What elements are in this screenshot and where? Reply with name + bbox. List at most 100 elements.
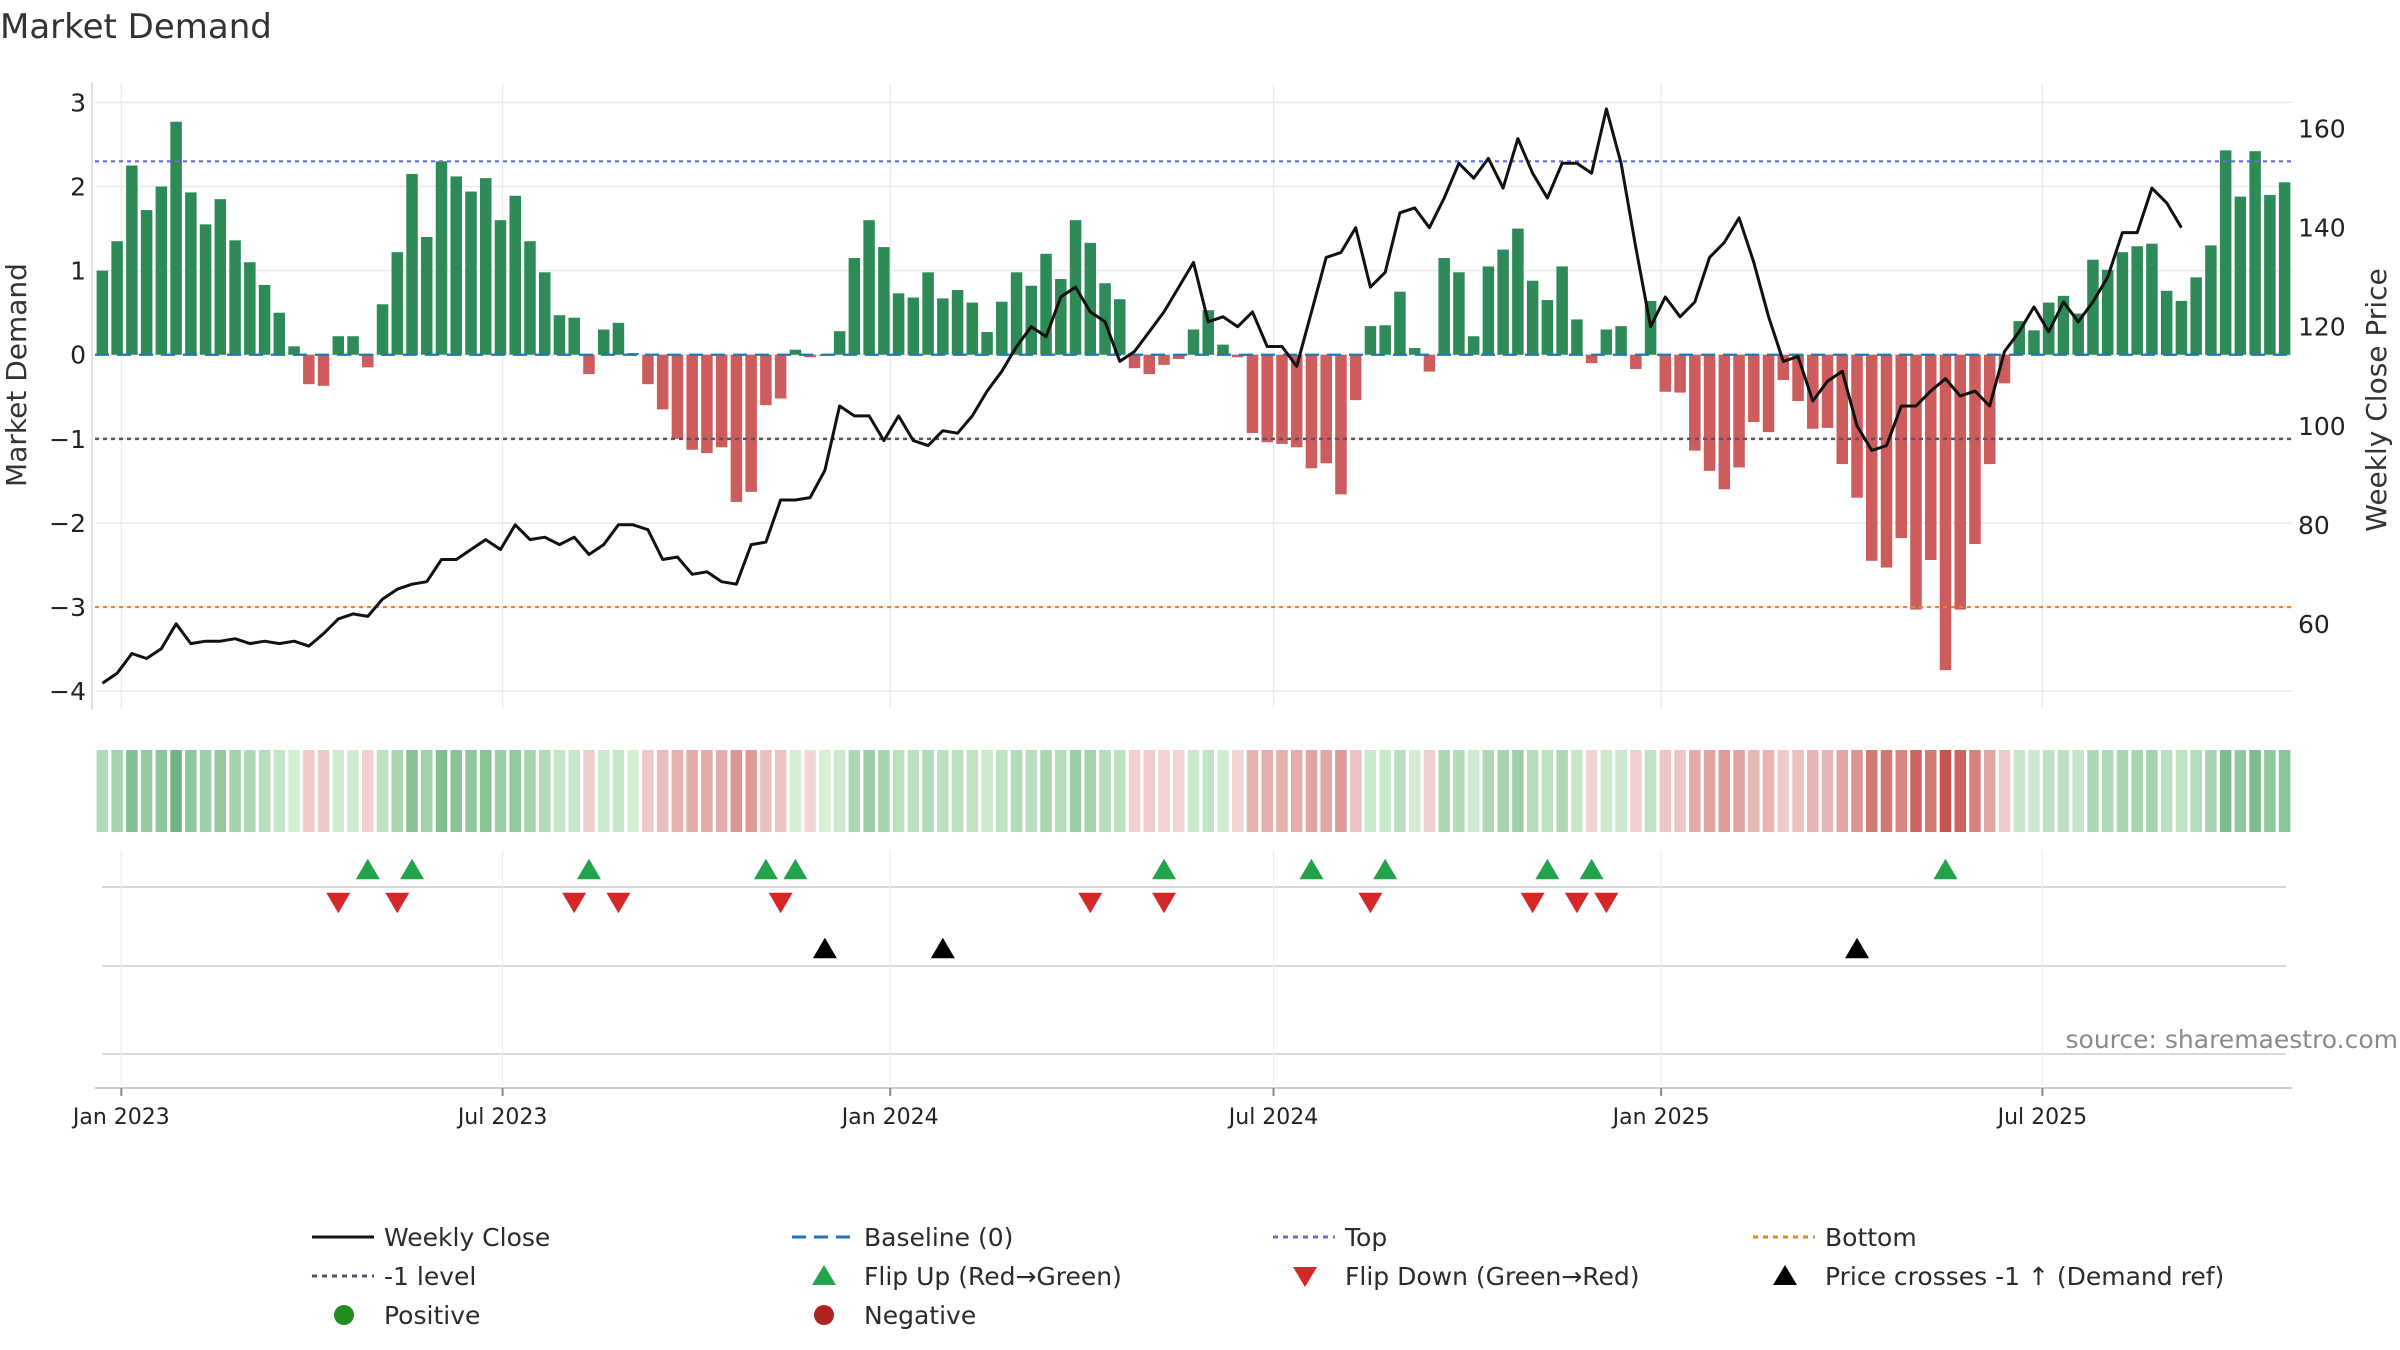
heat-cell: [2101, 750, 2114, 832]
heat-cell: [1615, 750, 1627, 832]
demand-bar: [671, 354, 684, 439]
heat-cell: [833, 750, 846, 832]
demand-bar: [1453, 272, 1465, 355]
heat-cell: [2072, 750, 2084, 832]
heat-cell: [819, 750, 831, 832]
demand-bar: [922, 272, 934, 355]
heat-cell: [1261, 750, 1273, 832]
heat-cell: [96, 750, 109, 832]
demand-bar: [1762, 354, 1775, 433]
demand-bar: [1394, 291, 1406, 355]
heat-cell: [1099, 750, 1111, 832]
price-line-group: [101, 107, 2183, 685]
heat-cell: [715, 750, 728, 832]
heat-cell: [1689, 750, 1701, 832]
demand-bar: [642, 354, 654, 385]
demand-bar: [1423, 354, 1436, 372]
demand-bar: [258, 284, 271, 355]
legend-key-price-cross: [1773, 1265, 1797, 1285]
heat-cell: [568, 750, 580, 832]
heat-cell: [981, 750, 993, 832]
flip-down-marker: [385, 892, 410, 914]
demand-bar: [1025, 285, 1038, 355]
heat-cell: [1954, 750, 1966, 832]
demand-bar: [951, 289, 964, 355]
demand-bar: [1998, 354, 2011, 384]
demand-bar: [406, 173, 418, 355]
y-tick-label: −3: [49, 593, 86, 622]
demand-bar: [1055, 279, 1067, 355]
y-tick-label: 1: [70, 257, 86, 286]
heat-cell: [2042, 750, 2055, 832]
heat-cell: [1821, 750, 1834, 832]
demand-bar: [347, 336, 359, 355]
heat-cell: [1630, 750, 1642, 832]
heat-cell: [789, 750, 802, 832]
heat-cell: [2057, 750, 2070, 832]
demand-bar: [2249, 151, 2261, 355]
demand-bar: [1983, 354, 1996, 465]
flip-up-marker: [1152, 858, 1177, 880]
heat-cell: [1069, 750, 1082, 832]
heat-cell: [1128, 750, 1141, 832]
heat-cell: [1364, 750, 1377, 832]
demand-bar: [2013, 321, 2025, 355]
demand-bar: [1084, 242, 1097, 355]
heat-cell: [362, 750, 374, 832]
demand-bar: [538, 272, 551, 355]
heat-cell: [951, 750, 964, 832]
source-label: source: sharemaestro.com: [2066, 1025, 2399, 1054]
demand-bar: [435, 161, 448, 355]
demand-bar: [1187, 329, 1200, 355]
heat-cell: [317, 750, 330, 832]
heat-cell: [1600, 750, 1613, 832]
demand-bar: [1512, 228, 1524, 355]
y2-tick-label: 120: [2298, 313, 2346, 342]
legend: Weekly Close Baseline (0) Top Bottom -1 leve…: [312, 1223, 2224, 1330]
heat-cell: [435, 750, 448, 832]
demand-bar: [1467, 336, 1480, 355]
y2-axis-label: Weekly Close Price: [2360, 268, 2393, 531]
demand-bar: [2057, 295, 2070, 355]
heat-cell: [1394, 750, 1406, 832]
heat-cell: [1939, 750, 1952, 832]
demand-bar: [553, 315, 566, 355]
x-tick-label: Jan 2024: [840, 1105, 939, 1130]
heat-cell: [1851, 750, 1863, 832]
heat-cell: [1276, 750, 1288, 832]
demand-bar: [1924, 354, 1937, 560]
heat-cell: [2116, 750, 2129, 832]
legend-label: Top: [1344, 1223, 1387, 1252]
heat-cell: [1674, 750, 1686, 832]
demand-bar: [1290, 354, 1303, 448]
demand-bar: [568, 317, 580, 355]
heat-cell: [2264, 750, 2276, 832]
heat-cell: [288, 750, 300, 832]
demand-bar: [2278, 182, 2291, 355]
heat-cell: [1556, 750, 1568, 832]
heat-cell: [376, 750, 389, 832]
heat-cell: [937, 750, 949, 832]
demand-bar: [907, 297, 920, 355]
demand-bar: [1438, 258, 1450, 355]
demand-bar: [1792, 354, 1804, 401]
demand-bar: [2205, 245, 2217, 355]
demand-bar: [715, 354, 728, 448]
heat-cell: [1836, 750, 1849, 832]
heat-cell: [966, 750, 979, 832]
x-tick-label: Jul 2024: [1227, 1105, 1319, 1130]
y2-tick-label: 60: [2298, 610, 2330, 639]
heat-cell: [878, 750, 890, 832]
heat-cell: [155, 750, 168, 832]
demand-bar: [656, 354, 669, 410]
legend-label: Bottom: [1825, 1223, 1917, 1252]
heat-cell: [612, 750, 625, 832]
demand-bar: [1128, 354, 1141, 369]
demand-bar: [376, 304, 389, 355]
heat-cell: [1158, 750, 1170, 832]
heat-cell: [479, 750, 492, 832]
heat-cell: [686, 750, 698, 832]
heat-cell: [214, 750, 227, 832]
demand-bar: [1674, 354, 1686, 393]
y2-tick-label: 160: [2298, 115, 2346, 144]
